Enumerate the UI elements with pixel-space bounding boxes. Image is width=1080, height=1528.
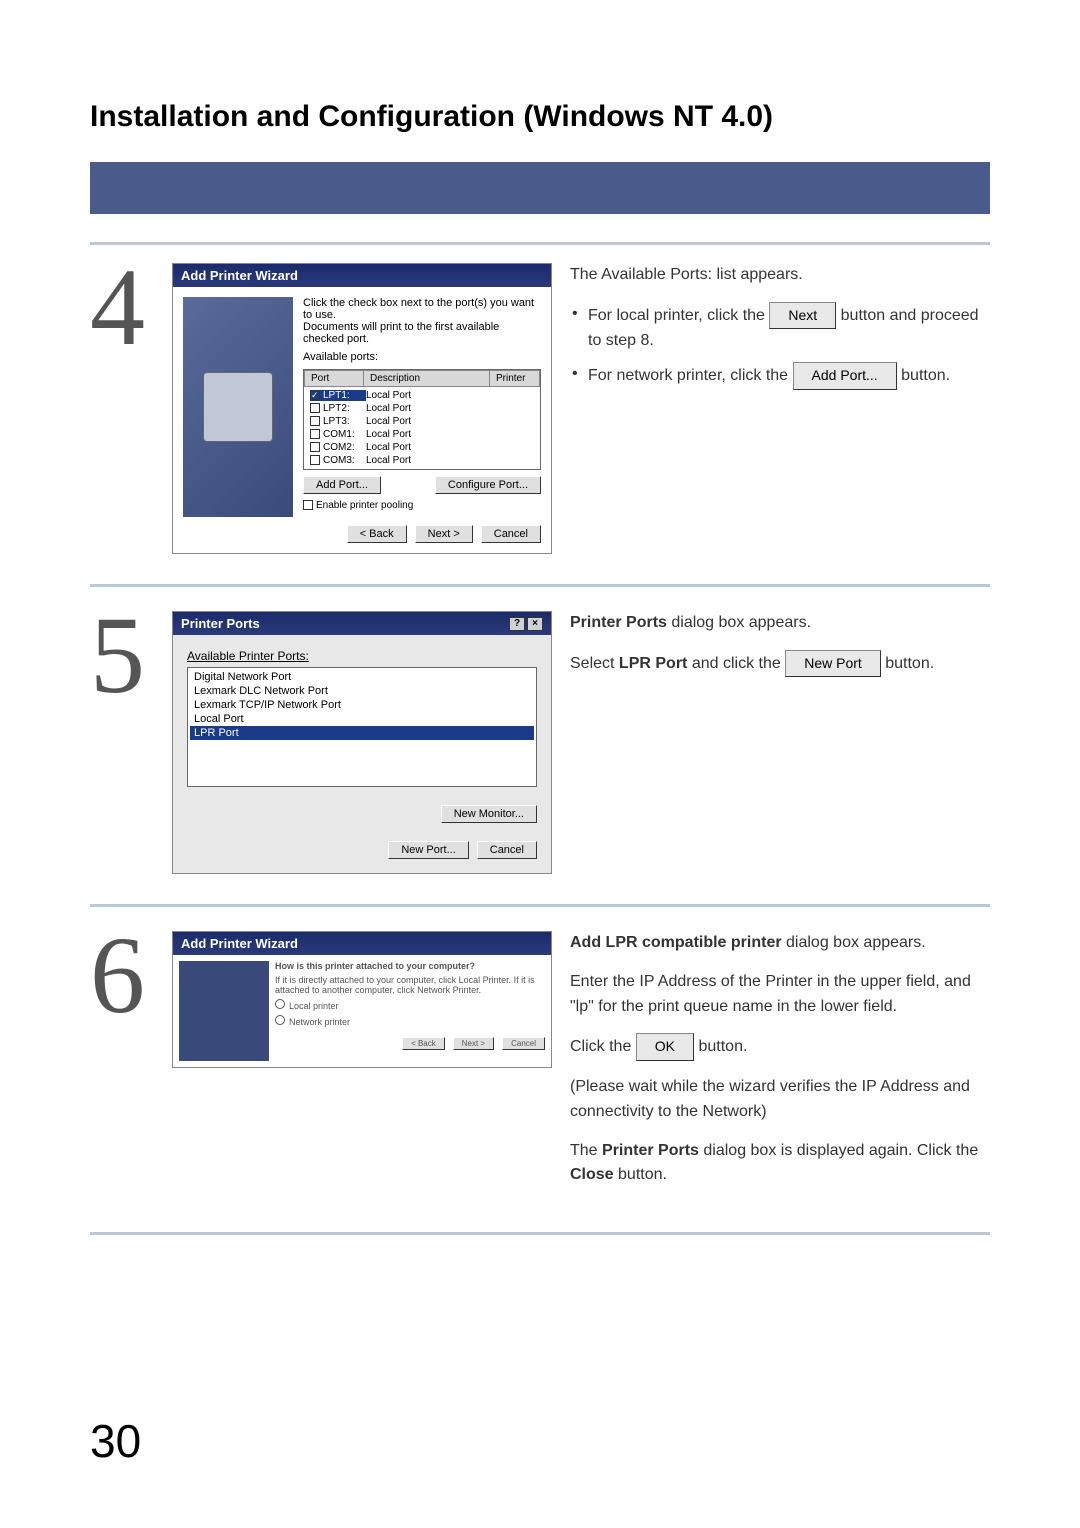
wizard-intro1: Click the check box next to the port(s) … [303, 297, 541, 321]
instr-line: The Printer Ports dialog box is displaye… [570, 1139, 990, 1189]
wizard-graphic [179, 961, 269, 1061]
close-icon[interactable]: × [527, 617, 543, 631]
add-printer-wizard-dialog-small: Add Printer Wizard How is this printer a… [172, 931, 552, 1068]
pool-label: Enable printer pooling [316, 500, 413, 511]
step-number: 6 [90, 931, 154, 1202]
step6-instructions: Add LPR compatible printer dialog box ap… [570, 931, 990, 1202]
col-port: Port [304, 370, 364, 387]
step-number: 5 [90, 611, 154, 874]
new-port-button-ref: New Port [785, 650, 881, 678]
dialog-title-text: Add Printer Wizard [181, 268, 298, 283]
step4-instructions: The Available Ports: list appears. For l… [570, 263, 990, 554]
pool-checkbox[interactable] [303, 500, 313, 510]
wizard-hint: If it is directly attached to your compu… [275, 975, 545, 995]
network-printer-radio[interactable]: Network printer [275, 1015, 545, 1027]
instr-line: Printer Ports dialog box appears. [570, 611, 990, 636]
port-listbox[interactable]: Port Description Printer LPT1:Local Port… [303, 369, 541, 470]
instr-bullet: For network printer, click the Add Port.… [570, 362, 990, 390]
port-row[interactable]: COM2:Local Port [306, 441, 538, 454]
step-5: 5 Printer Ports ? × Available Printer Po… [90, 611, 990, 907]
step-4: 4 Add Printer Wizard Click the check box… [90, 263, 990, 587]
port-row[interactable]: COM3:Local Port [306, 454, 538, 467]
instr-line: Add LPR compatible printer dialog box ap… [570, 931, 990, 956]
wizard-intro2: Documents will print to the first availa… [303, 321, 541, 345]
available-ports-label: Available Printer Ports: [187, 649, 309, 663]
printer-ports-dialog: Printer Ports ? × Available Printer Port… [172, 611, 552, 874]
cancel-button[interactable]: Cancel [481, 525, 541, 543]
step4-screenshot: Add Printer Wizard Click the check box n… [172, 263, 552, 554]
port-row[interactable]: LPT2:Local Port [306, 402, 538, 415]
dialog-title-text: Add Printer Wizard [181, 936, 298, 951]
dialog-titlebar: Printer Ports ? × [173, 612, 551, 635]
cancel-button[interactable]: Cancel [477, 841, 537, 859]
instr-line: (Please wait while the wizard verifies t… [570, 1075, 990, 1125]
wizard-graphic [183, 297, 293, 517]
printer-ports-listbox[interactable]: Digital Network Port Lexmark DLC Network… [187, 667, 537, 787]
port-row[interactable]: LPT1:Local Port [306, 389, 538, 402]
next-button[interactable]: Next > [415, 525, 473, 543]
step-6: 6 Add Printer Wizard How is this printer… [90, 931, 990, 1235]
add-port-button[interactable]: Add Port... [303, 476, 381, 494]
col-printer: Printer [490, 370, 540, 387]
list-item[interactable]: Lexmark DLC Network Port [190, 684, 534, 698]
help-icon[interactable]: ? [509, 617, 525, 631]
instr-bullet: For local printer, click the Next button… [570, 302, 990, 354]
add-printer-wizard-dialog: Add Printer Wizard Click the check box n… [172, 263, 552, 554]
dialog-title-text: Printer Ports [181, 616, 260, 631]
step-number: 4 [90, 263, 154, 554]
instr-line: Click the OK button. [570, 1033, 990, 1061]
add-port-button-ref: Add Port... [793, 362, 897, 390]
instr-line: Select LPR Port and click the New Port b… [570, 650, 990, 678]
step5-screenshot: Printer Ports ? × Available Printer Port… [172, 611, 552, 874]
instr-line: The Available Ports: list appears. [570, 263, 990, 288]
col-desc: Description [364, 370, 490, 387]
list-item[interactable]: LPR Port [190, 726, 534, 740]
step5-instructions: Printer Ports dialog box appears. Select… [570, 611, 990, 874]
cancel-button[interactable]: Cancel [502, 1037, 545, 1050]
port-row[interactable]: COM1:Local Port [306, 428, 538, 441]
page-number: 30 [90, 1414, 141, 1468]
dialog-titlebar: Add Printer Wizard [173, 264, 551, 287]
port-row[interactable]: LPT3:Local Port [306, 415, 538, 428]
ok-button-ref: OK [636, 1033, 694, 1061]
back-button[interactable]: < Back [347, 525, 407, 543]
configure-port-button[interactable]: Configure Port... [435, 476, 541, 494]
instr-line: Enter the IP Address of the Printer in t… [570, 970, 990, 1020]
top-rule [90, 242, 990, 245]
list-item[interactable]: Lexmark TCP/IP Network Port [190, 698, 534, 712]
next-button[interactable]: Next > [453, 1037, 494, 1050]
dialog-titlebar: Add Printer Wizard [173, 932, 551, 955]
step6-screenshot: Add Printer Wizard How is this printer a… [172, 931, 552, 1202]
new-port-button[interactable]: New Port... [388, 841, 468, 859]
new-monitor-button[interactable]: New Monitor... [441, 805, 537, 823]
next-button-ref: Next [769, 302, 836, 330]
local-printer-radio[interactable]: Local printer [275, 999, 545, 1011]
available-label: Available ports: [303, 351, 541, 363]
wizard-question: How is this printer attached to your com… [275, 961, 545, 971]
list-item[interactable]: Local Port [190, 712, 534, 726]
page-title: Installation and Configuration (Windows … [90, 100, 990, 134]
section-bar [90, 162, 990, 214]
list-item[interactable]: Digital Network Port [190, 670, 534, 684]
back-button[interactable]: < Back [402, 1037, 445, 1050]
